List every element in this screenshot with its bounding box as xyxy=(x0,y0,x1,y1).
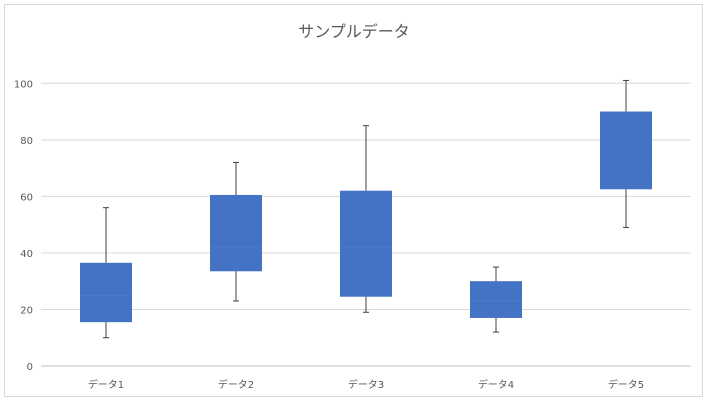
chart-area: サンプルデータ 0 20 40 60 80 100 データ1 データ2 データ3 データ4 データ5 xyxy=(4,4,703,397)
boxplot-chart: サンプルデータ 0 20 40 60 80 100 データ1 データ2 データ3 データ4 データ5 xyxy=(14,22,691,391)
y-tick-label: 40 xyxy=(20,249,33,260)
box-body xyxy=(600,111,652,190)
y-tick-label: 100 xyxy=(14,79,33,90)
box-body xyxy=(470,281,522,318)
box-4 xyxy=(470,266,522,333)
x-tick-label: データ1 xyxy=(88,378,124,391)
x-tick-label: データ5 xyxy=(608,378,644,391)
tick-labels: 0 20 40 60 80 100 データ1 データ2 データ3 データ4 データ5 xyxy=(14,79,644,391)
x-tick-label: データ4 xyxy=(478,378,514,391)
box-body xyxy=(210,194,262,272)
x-tick-label: データ2 xyxy=(218,378,254,391)
y-tick-label: 0 xyxy=(27,362,33,373)
box-body xyxy=(80,262,132,323)
box-3 xyxy=(340,125,392,313)
box-1 xyxy=(80,207,132,339)
box-5 xyxy=(600,79,652,228)
boxes xyxy=(80,79,652,339)
y-tick-label: 80 xyxy=(20,136,33,147)
chart-title: サンプルデータ xyxy=(298,22,410,41)
y-tick-label: 20 xyxy=(20,305,33,316)
box-body xyxy=(340,190,392,297)
box-2 xyxy=(210,161,262,302)
y-tick-label: 60 xyxy=(20,192,33,203)
x-tick-label: データ3 xyxy=(348,378,384,391)
